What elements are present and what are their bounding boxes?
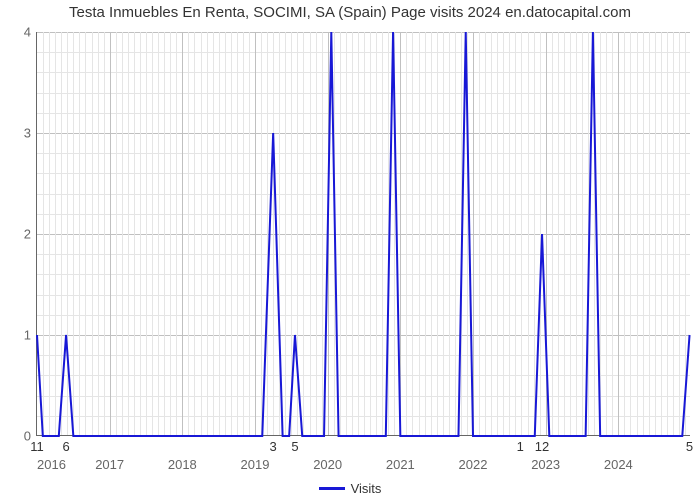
x-tick-label: 2023 [531, 453, 560, 472]
series-value-label: 12 [535, 435, 549, 454]
y-tick-label: 4 [24, 25, 37, 40]
series-value-label: 11 [30, 435, 44, 454]
series-value-label: 5 [291, 435, 298, 454]
legend-label: Visits [351, 481, 382, 496]
series-value-label: 5 [686, 435, 693, 454]
x-tick-label: 2024 [604, 453, 633, 472]
x-tick-label: 2017 [95, 453, 124, 472]
x-tick-label: 2018 [168, 453, 197, 472]
y-tick-label: 2 [24, 227, 37, 242]
y-tick-label: 3 [24, 126, 37, 141]
x-tick-label: 2022 [459, 453, 488, 472]
chart-legend: Visits [0, 480, 700, 496]
series-line [37, 32, 691, 436]
chart-plot-area: 0123420162017201820192020202120222023202… [36, 32, 690, 436]
x-tick-label: 2019 [241, 453, 270, 472]
series-value-label: 6 [62, 435, 69, 454]
x-tick-label: 2016 [37, 453, 66, 472]
chart-title: Testa Inmuebles En Renta, SOCIMI, SA (Sp… [0, 4, 700, 21]
x-tick-label: 2021 [386, 453, 415, 472]
series-value-label: 3 [270, 435, 277, 454]
x-tick-label: 2020 [313, 453, 342, 472]
y-tick-label: 1 [24, 328, 37, 343]
series-value-label: 1 [517, 435, 524, 454]
legend-swatch [319, 487, 345, 490]
